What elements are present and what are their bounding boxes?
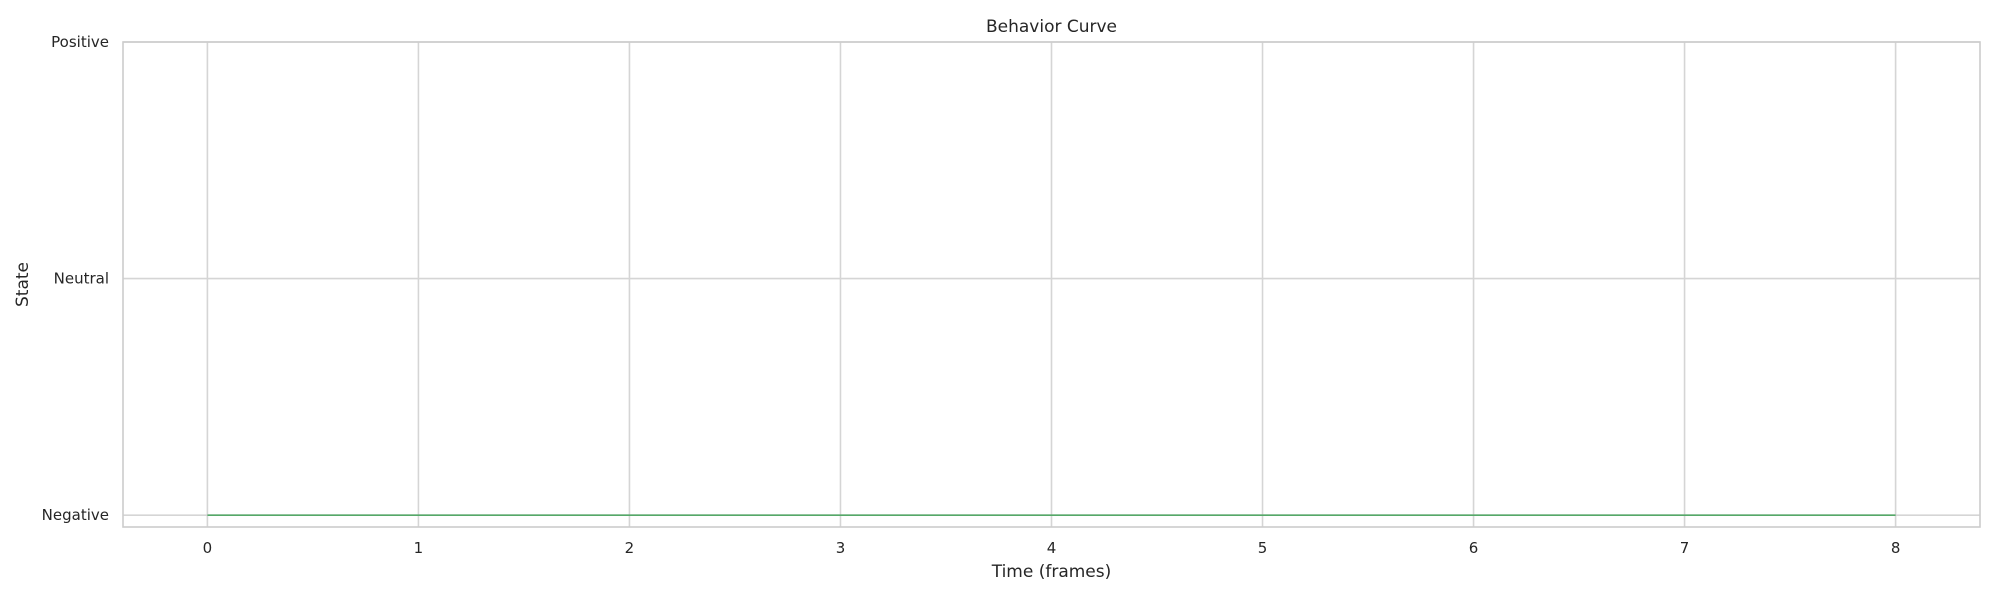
- x-tick-label: 2: [625, 539, 635, 557]
- x-tick-label: 7: [1680, 539, 1690, 557]
- x-tick-label: 1: [414, 539, 424, 557]
- y-axis-label: State: [13, 262, 33, 307]
- plot-frame: [122, 41, 1981, 528]
- y-tick-label: Negative: [42, 506, 109, 524]
- y-axis-ticks: Negative Neutral Positive: [42, 33, 109, 524]
- x-tick-label: 3: [836, 539, 846, 557]
- x-tick-label: 0: [203, 539, 213, 557]
- x-tick-label: 4: [1047, 539, 1057, 557]
- y-tick-label: Neutral: [54, 270, 109, 288]
- x-axis-ticks: 0 1 2 3 4 5 6 7 8: [203, 539, 1901, 557]
- grid: [123, 41, 1980, 527]
- x-tick-label: 6: [1469, 539, 1479, 557]
- x-axis-label: Time (frames): [991, 562, 1112, 582]
- chart-title: Behavior Curve: [986, 17, 1117, 37]
- y-tick-label: Positive: [51, 33, 109, 51]
- x-tick-label: 8: [1891, 539, 1901, 557]
- x-tick-label: 5: [1258, 539, 1268, 557]
